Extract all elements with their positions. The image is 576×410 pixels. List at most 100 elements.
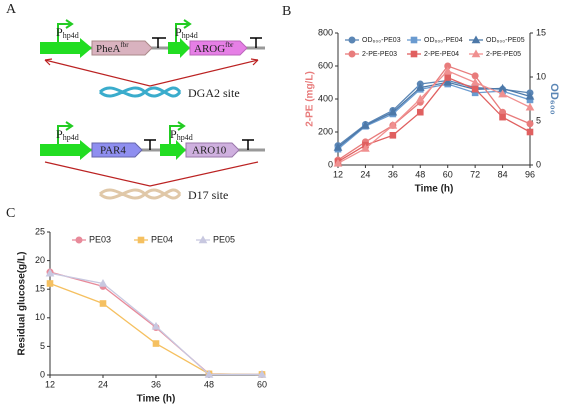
series-line — [337, 76, 531, 163]
promoter-arrow — [40, 38, 92, 58]
x-tick-label: 60 — [257, 379, 267, 389]
legend-label: 2-PE-PE03 — [362, 51, 397, 58]
promoter-label: Php4d — [56, 127, 79, 142]
marker — [333, 158, 343, 167]
terminator — [242, 139, 254, 150]
marker — [152, 340, 160, 347]
marker — [470, 77, 480, 86]
x-tick-label: 36 — [151, 379, 161, 389]
legend-marker — [471, 35, 481, 44]
legend-marker — [471, 49, 481, 58]
legend-label: PE04 — [151, 234, 173, 244]
marker — [443, 66, 453, 75]
terminator — [250, 37, 262, 48]
y-tick-label: 5 — [40, 341, 45, 351]
promoter-label: Php4d — [56, 25, 79, 40]
gene-label: AROGfbr — [194, 41, 234, 55]
legend-marker — [348, 36, 356, 44]
marker — [99, 300, 107, 307]
marker — [443, 77, 453, 86]
promoter-arrow — [40, 140, 92, 160]
x-tick-label: 96 — [525, 169, 535, 179]
y-tick-label: 600 — [318, 60, 333, 70]
legend-marker — [348, 50, 356, 58]
promoter-arrow — [160, 140, 186, 160]
arrowheads — [44, 58, 259, 66]
marker — [257, 369, 267, 378]
gene-label: PheAfbr — [96, 41, 129, 55]
x-axis-label: Time (h) — [137, 394, 176, 405]
y2-axis-label: OD₆₀₀ — [548, 83, 560, 114]
terminator — [152, 37, 166, 48]
legend-marker — [75, 236, 83, 244]
gene — [189, 40, 248, 56]
marker — [333, 142, 343, 151]
marker — [389, 132, 397, 139]
marker — [498, 89, 507, 98]
promoter-mark — [169, 121, 186, 144]
gene — [185, 142, 240, 158]
legend-label: 2-PE-PE05 — [486, 51, 521, 58]
terminator — [144, 139, 156, 150]
marker — [525, 102, 535, 111]
y-tick-label: 25 — [35, 226, 45, 236]
y-tick-label: 200 — [318, 126, 333, 136]
marker — [204, 369, 214, 378]
panel-label: A — [6, 2, 17, 17]
panel-label: C — [6, 206, 15, 221]
y-tick-label: 20 — [35, 255, 45, 265]
x-tick-label: 48 — [415, 169, 425, 179]
legend-label: PE05 — [213, 234, 235, 244]
y2-tick-label: 10 — [536, 71, 546, 81]
y-tick-label: 0 — [40, 369, 45, 379]
dna — [98, 188, 182, 200]
marker — [444, 74, 452, 81]
legend-label: 2-PE-PE04 — [424, 51, 459, 58]
marker — [151, 321, 161, 330]
marker — [526, 120, 534, 128]
dna — [98, 86, 182, 98]
y-tick-label: 400 — [318, 93, 333, 103]
marker — [525, 91, 535, 100]
y-tick-label: 15 — [35, 284, 45, 294]
marker — [45, 268, 55, 277]
legend-label: PE03 — [89, 234, 111, 244]
gene — [91, 40, 153, 56]
promoter-arrow — [168, 38, 190, 58]
marker — [361, 143, 370, 152]
x-tick-label: 24 — [98, 379, 108, 389]
integration-lines — [44, 59, 259, 87]
x-tick-label: 12 — [333, 169, 343, 179]
site-label: DGA2 site — [188, 86, 240, 100]
x-tick-label: 60 — [443, 169, 453, 179]
marker — [388, 107, 398, 116]
marker — [526, 128, 534, 136]
x-tick-label: 48 — [204, 379, 214, 389]
y-axis-label: Residual glucose(g/L) — [17, 252, 28, 356]
y-axis-label: 2-PE (mg/L) — [305, 71, 316, 127]
legend-marker — [410, 50, 418, 58]
y2-tick-label: 5 — [536, 115, 541, 125]
x-tick-label: 12 — [45, 379, 55, 389]
promoter-mark — [175, 19, 192, 42]
legend-label: OD₆₀₀-PE03 — [362, 37, 401, 44]
legend-marker — [137, 236, 145, 244]
marker — [361, 120, 370, 129]
marker — [471, 85, 479, 93]
legend-marker — [198, 235, 208, 244]
series-line — [337, 70, 531, 164]
gene — [91, 142, 143, 158]
x-axis-label: Time (h) — [415, 184, 454, 195]
promoter-label: Php4d — [170, 127, 193, 142]
series-line — [337, 83, 531, 150]
legend-label: OD₆₀₀-PE05 — [486, 37, 525, 44]
gene-label: PAR4 — [100, 145, 126, 157]
x-tick-label: 84 — [498, 169, 508, 179]
marker — [499, 113, 506, 121]
promoter-label: Php4d — [175, 25, 198, 40]
legend-label: OD₆₀₀-PE04 — [424, 37, 463, 44]
x-tick-label: 72 — [470, 169, 480, 179]
site-label: D17 site — [188, 188, 228, 202]
